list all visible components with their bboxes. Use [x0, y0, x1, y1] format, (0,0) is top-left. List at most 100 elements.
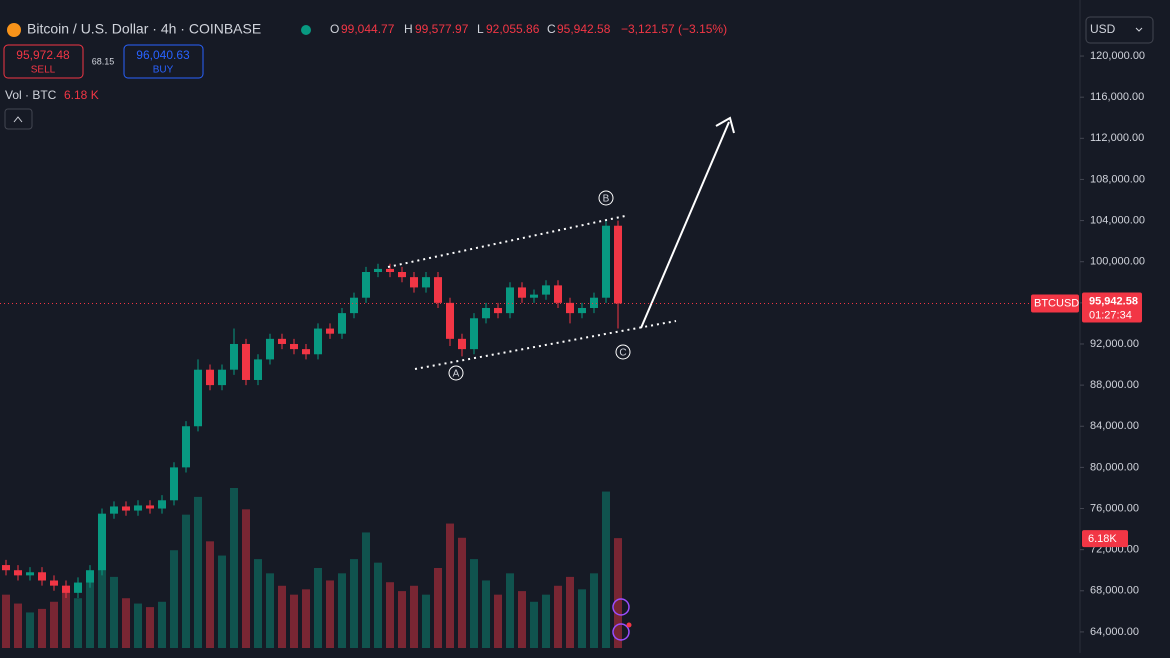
body — [542, 285, 550, 295]
price-tag — [1082, 292, 1142, 323]
currency-select[interactable] — [1085, 16, 1154, 44]
currency: USD — [1090, 22, 1116, 36]
l-value: 92,055.86 — [486, 22, 540, 36]
body — [254, 359, 262, 380]
body — [290, 343, 298, 350]
currency-caret — [1135, 27, 1143, 32]
body — [26, 572, 34, 576]
icon-spark[interactable] — [612, 598, 630, 616]
y-tick-label: 104,000.00 — [1090, 214, 1145, 226]
volume-bar — [362, 532, 370, 648]
volume-bar — [38, 608, 46, 648]
volume-bar — [338, 573, 346, 648]
volume-bar — [566, 576, 574, 648]
body — [506, 287, 514, 314]
volume-bar — [218, 555, 226, 648]
body — [302, 349, 310, 355]
volume-bar — [494, 594, 502, 648]
volume-bar — [230, 488, 238, 648]
volume-bar — [506, 573, 514, 648]
body — [206, 369, 214, 386]
body — [122, 506, 130, 511]
volume-bar — [326, 580, 334, 648]
volume-bar — [98, 523, 106, 648]
arrow-line — [640, 121, 730, 329]
volume-bar — [386, 582, 394, 648]
volume-bar — [62, 591, 70, 648]
body — [278, 338, 286, 344]
volume-legend-value: 6.18 K — [64, 88, 99, 102]
collapse-button[interactable] — [4, 108, 33, 130]
y-tick-label: 68,000.00 — [1090, 585, 1139, 597]
y-tick-label: 112,000.00 — [1090, 132, 1144, 144]
body — [338, 313, 346, 334]
collapse-icon — [13, 116, 23, 123]
market-open — [301, 25, 311, 35]
volume-bar — [146, 607, 154, 648]
body — [38, 572, 46, 581]
volume-bar — [170, 550, 178, 648]
buy-label: BUY — [153, 65, 174, 76]
body — [230, 343, 238, 370]
y-tick-label: 100,000.00 — [1090, 256, 1145, 268]
y-tick-label: 92,000.00 — [1090, 338, 1139, 350]
volume-bar — [542, 594, 550, 648]
volume-bar — [530, 601, 538, 648]
o-key: O — [330, 22, 339, 36]
symbol-tag — [1031, 294, 1079, 313]
body — [134, 505, 142, 511]
volume-bar — [182, 514, 190, 648]
body — [398, 271, 406, 278]
body — [110, 506, 118, 514]
c-key: C — [547, 22, 556, 36]
volume-bar — [86, 573, 94, 648]
icon-bolt[interactable] — [612, 623, 630, 641]
volume-bar — [158, 601, 166, 648]
body — [566, 302, 574, 314]
body — [482, 307, 490, 319]
y-tick-label: 88,000.00 — [1090, 379, 1139, 391]
symbol-tag-label: BTCUSD — [1034, 297, 1079, 309]
volume-bar — [590, 573, 598, 648]
body — [218, 369, 226, 386]
body — [578, 307, 586, 314]
change: −3,121.57 (−3.15%) — [621, 22, 727, 36]
wave-c: C — [619, 348, 626, 359]
y-tick-label: 76,000.00 — [1090, 502, 1139, 514]
body — [14, 570, 22, 576]
body — [386, 268, 394, 272]
body — [194, 369, 202, 427]
body — [614, 225, 622, 304]
spread: 68.15 — [92, 56, 115, 66]
volume-bar — [410, 585, 418, 648]
volume-bar — [194, 496, 202, 648]
volume-bar — [602, 491, 610, 648]
volume-bar — [458, 537, 466, 648]
channel-upper — [387, 215, 626, 268]
volume-bar — [482, 580, 490, 648]
volume-bar — [578, 589, 586, 648]
body — [170, 467, 178, 501]
volume-bar — [614, 538, 622, 648]
volume-bar — [422, 594, 430, 648]
c-value: 95,942.58 — [557, 22, 611, 36]
volume-bar — [2, 594, 10, 648]
body — [458, 338, 466, 350]
body — [410, 277, 418, 288]
sell-price: 95,972.48 — [16, 48, 70, 62]
body — [554, 285, 562, 303]
body — [182, 426, 190, 468]
volume-bar — [254, 559, 262, 648]
body — [494, 307, 502, 314]
wave-a: A — [453, 369, 460, 380]
volume-bar — [434, 568, 442, 648]
body — [98, 513, 106, 571]
buy-button[interactable] — [123, 44, 204, 79]
sell-button[interactable] — [3, 44, 84, 79]
volume-bar — [518, 591, 526, 648]
volume-bar — [206, 541, 214, 648]
buy-price: 96,040.63 — [136, 48, 190, 62]
wave-b-circle — [598, 190, 614, 206]
